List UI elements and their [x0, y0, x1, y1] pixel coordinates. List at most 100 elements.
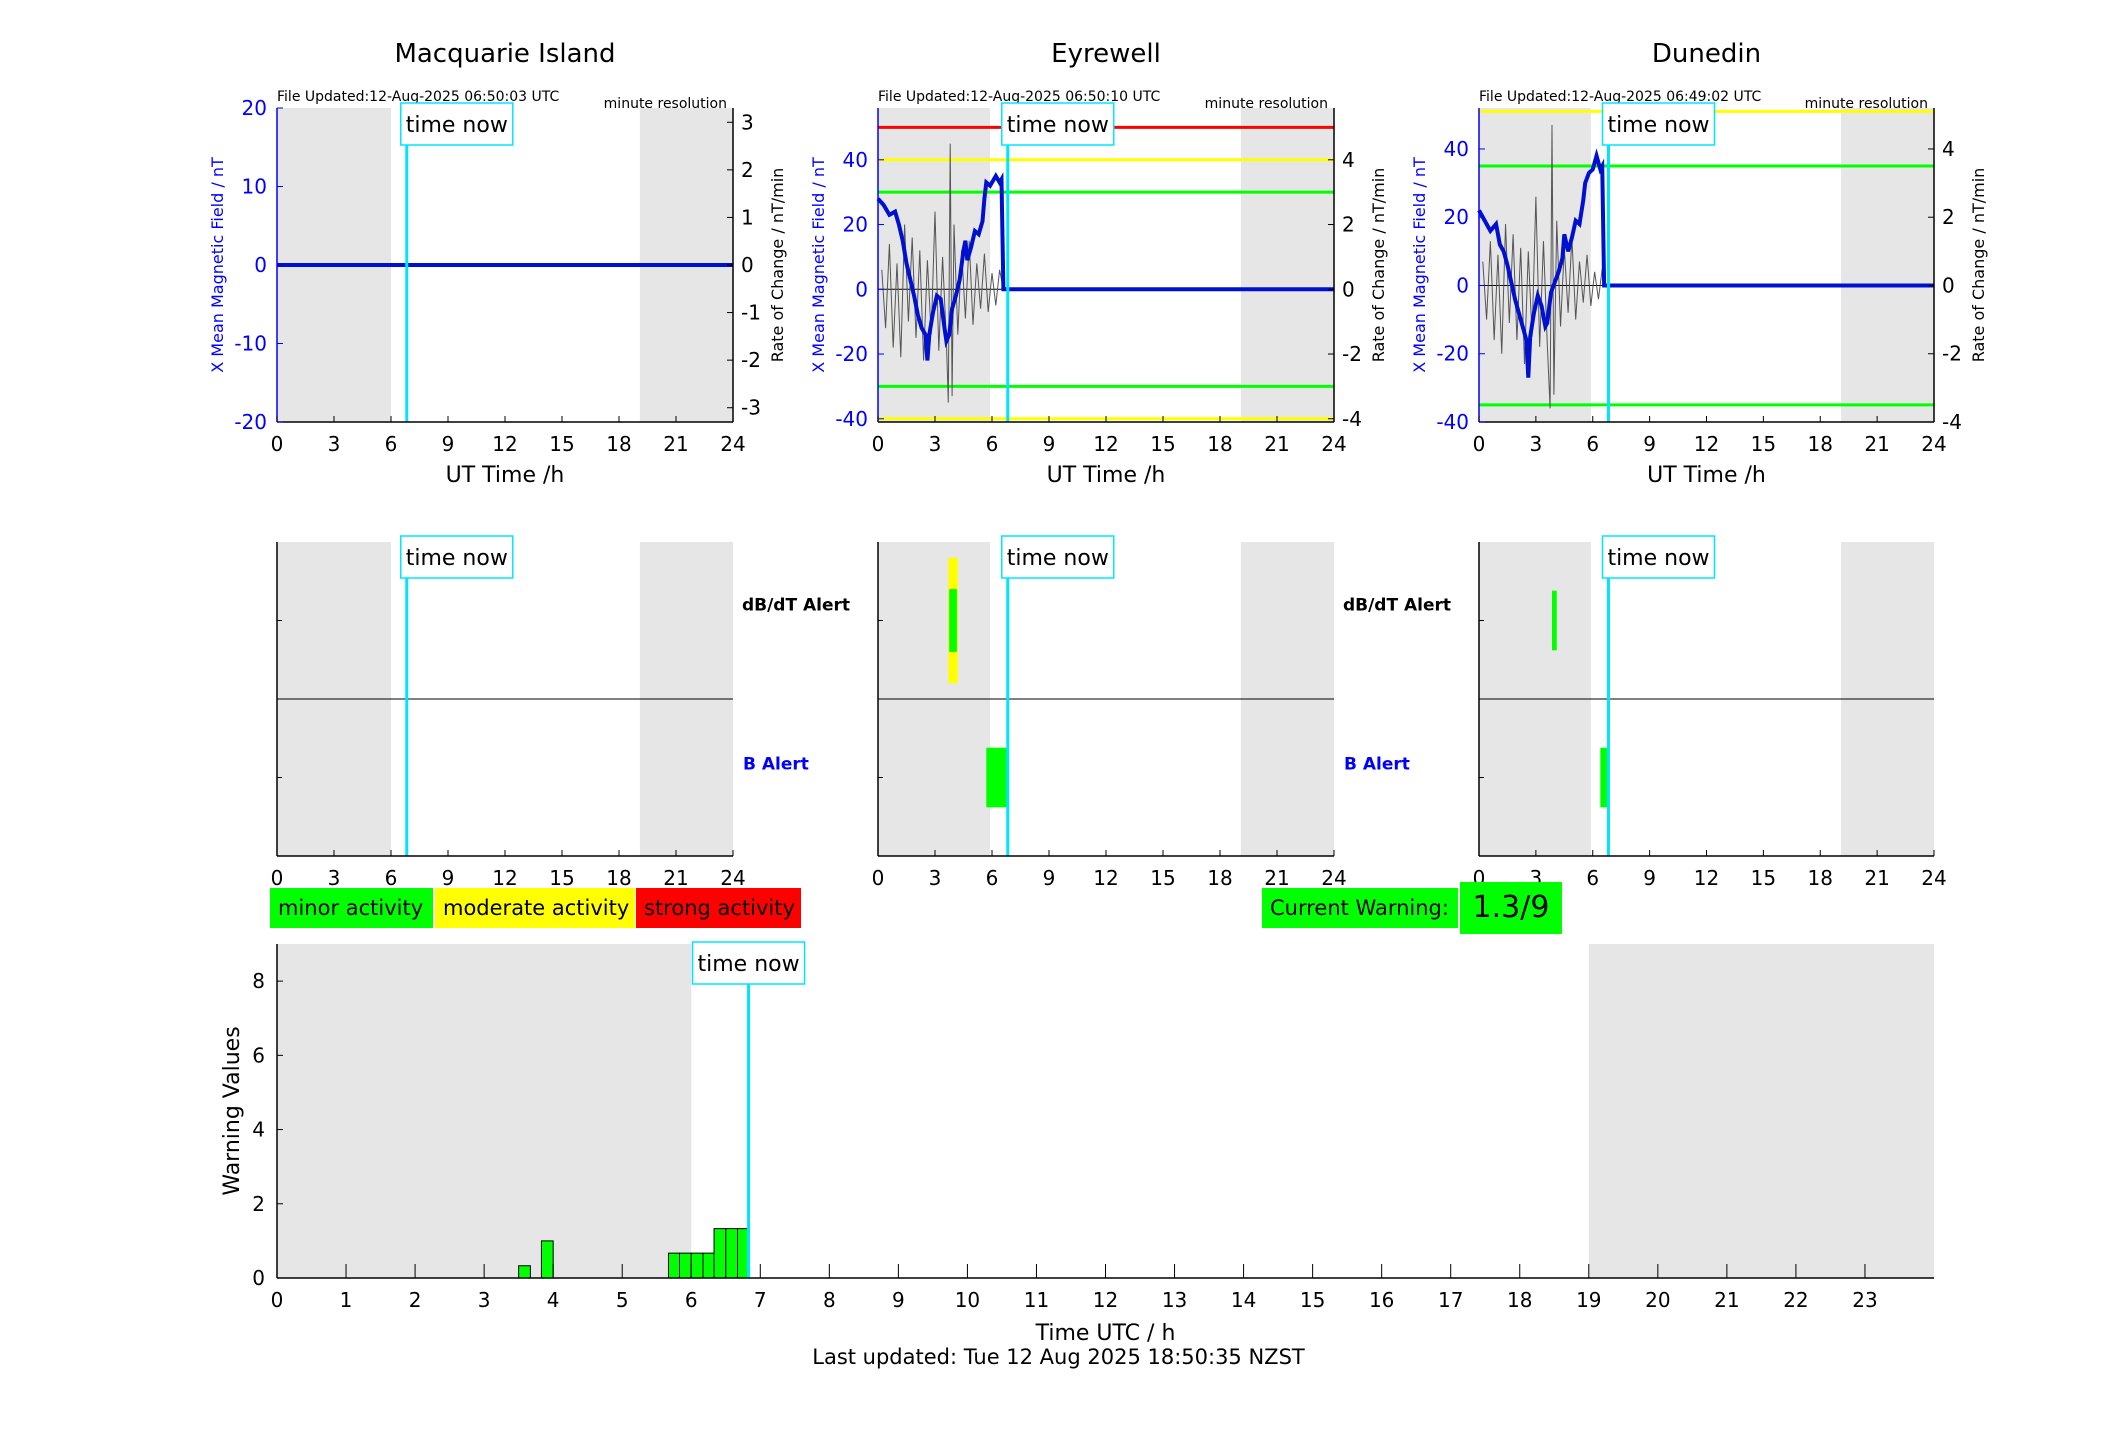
roc-series-line [1482, 125, 1605, 409]
y2-tick-label: -2 [1342, 342, 1362, 366]
y2-tick-label: -3 [741, 396, 761, 420]
x-tick-label: 0 [1473, 432, 1486, 456]
time-now-box [400, 535, 514, 579]
current-warning-value: 1.3/9 [1460, 882, 1562, 934]
time-now-box [1601, 102, 1716, 146]
x-tick-label: 3 [929, 866, 942, 890]
time-now-label: time now [1007, 546, 1109, 571]
x-tick-label: 9 [1643, 432, 1656, 456]
x-tick-label: 18 [606, 432, 631, 456]
x-tick-label: 6 [986, 866, 999, 890]
x-tick-label: 3 [328, 432, 341, 456]
y-tick-label: -20 [1436, 342, 1469, 366]
time-now-box [1601, 535, 1716, 579]
y-tick-label: 8 [252, 969, 265, 993]
x-tick-label: 9 [1643, 866, 1656, 890]
x-axis-label: UT Time /h [446, 463, 565, 488]
y-tick-label: 20 [843, 213, 868, 237]
right-axis-label: Rate of Change / nT/min [768, 168, 787, 363]
x-tick-label: 15 [1150, 866, 1175, 890]
x-tick-label: 9 [1043, 432, 1056, 456]
y2-tick-label: 2 [1342, 213, 1355, 237]
x-tick-label: 1 [340, 1288, 353, 1312]
x-tick-label: 21 [1714, 1288, 1739, 1312]
y2-tick-label: 4 [1942, 137, 1955, 161]
alert-panel: time now 0 3 6 9 12 15 18 21 24 dB/dT Alert B Alert [271, 535, 850, 890]
y-tick-label: 40 [843, 148, 868, 172]
dbdt-alert-label: dB/dT Alert [742, 596, 850, 616]
x-tick-label: 24 [1921, 432, 1946, 456]
x-tick-label: 24 [1321, 866, 1346, 890]
y-tick-label: 6 [252, 1043, 265, 1067]
x-tick-label: 13 [1162, 1288, 1187, 1312]
x-tick-label: 8 [823, 1288, 836, 1312]
b-alert-bar [986, 747, 1010, 808]
y-tick-label: 10 [242, 175, 267, 199]
file-updated: File Updated:12-Aug-2025 06:49:02 UTC [1479, 89, 1762, 105]
warning-bar [725, 1228, 739, 1279]
x-tick-label: 2 [409, 1288, 422, 1312]
time-now-box [400, 102, 514, 146]
x-axis-label: UT Time /h [1647, 463, 1766, 488]
time-now-label: time now [698, 952, 800, 977]
y2-tick-label: -4 [1342, 407, 1362, 431]
x-tick-label: 0 [271, 432, 284, 456]
x-tick-label: 12 [492, 432, 517, 456]
dbdt-alert-bar [949, 589, 957, 652]
legend-moderate-activity: moderate activity [435, 888, 635, 928]
x-mean-field-line [1477, 148, 1934, 378]
warning-bar [702, 1252, 715, 1279]
x-tick-label: 15 [1150, 432, 1175, 456]
y2-tick-label: -4 [1942, 410, 1962, 434]
x-tick-label: 6 [986, 432, 999, 456]
left-axis-label: X Mean Magnetic Field / nT [208, 157, 227, 373]
y2-tick-label: -2 [1942, 342, 1962, 366]
x-tick-label: 12 [1694, 432, 1719, 456]
x-tick-label: 9 [442, 432, 455, 456]
x-tick-label: 3 [929, 432, 942, 456]
x-tick-label: 12 [1093, 1288, 1118, 1312]
x-tick-label: 18 [1808, 866, 1833, 890]
y-tick-label: 0 [855, 277, 868, 301]
x-tick-label: 4 [547, 1288, 560, 1312]
x-tick-label: 3 [1530, 432, 1543, 456]
night-shade [1841, 108, 1934, 422]
b-alert-label: B Alert [743, 755, 809, 775]
x-tick-label: 6 [1586, 866, 1599, 890]
x-tick-label: 21 [663, 432, 688, 456]
x-tick-label: 15 [549, 432, 574, 456]
x-tick-label: 24 [720, 432, 745, 456]
alert-panel: time now 0 3 6 9 12 15 18 21 24 dB/dT Alert B Alert [872, 535, 1451, 890]
time-now-box [691, 941, 806, 985]
station-title: Eyrewell [1051, 39, 1161, 69]
y2-tick-label: 0 [1342, 277, 1355, 301]
x-tick-label: 3 [328, 866, 341, 890]
warning-bar [667, 1252, 681, 1279]
station-panel: Dunedin File Updated:12-Aug-2025 06:49:02… [1410, 39, 1988, 488]
x-tick-label: 17 [1438, 1288, 1463, 1312]
night-shade [1588, 944, 1934, 1278]
x-tick-label: 6 [685, 1288, 698, 1312]
x-tick-label: 23 [1852, 1288, 1877, 1312]
x-axis-label: Time UTC / h [1035, 1321, 1176, 1346]
time-now-label: time now [406, 113, 508, 138]
x-axis-label: UT Time /h [1047, 463, 1166, 488]
time-now-label: time now [1607, 546, 1709, 571]
b-alert-label: B Alert [1344, 755, 1410, 775]
time-now-box [1001, 102, 1115, 146]
time-now-label: time now [406, 546, 508, 571]
x-tick-label: 24 [720, 866, 745, 890]
x-tick-label: 12 [1093, 432, 1118, 456]
x-tick-label: 0 [872, 866, 885, 890]
x-tick-label: 15 [549, 866, 574, 890]
x-mean-field-line [876, 172, 1334, 361]
y-tick-label: 40 [1444, 137, 1469, 161]
station-title: Dunedin [1652, 39, 1761, 69]
right-axis-label: Rate of Change / nT/min [1969, 168, 1988, 363]
warning-bar [518, 1265, 531, 1279]
x-tick-label: 14 [1231, 1288, 1256, 1312]
y-tick-label: -40 [1436, 410, 1469, 434]
dbdt-alert-label: dB/dT Alert [1343, 596, 1451, 616]
